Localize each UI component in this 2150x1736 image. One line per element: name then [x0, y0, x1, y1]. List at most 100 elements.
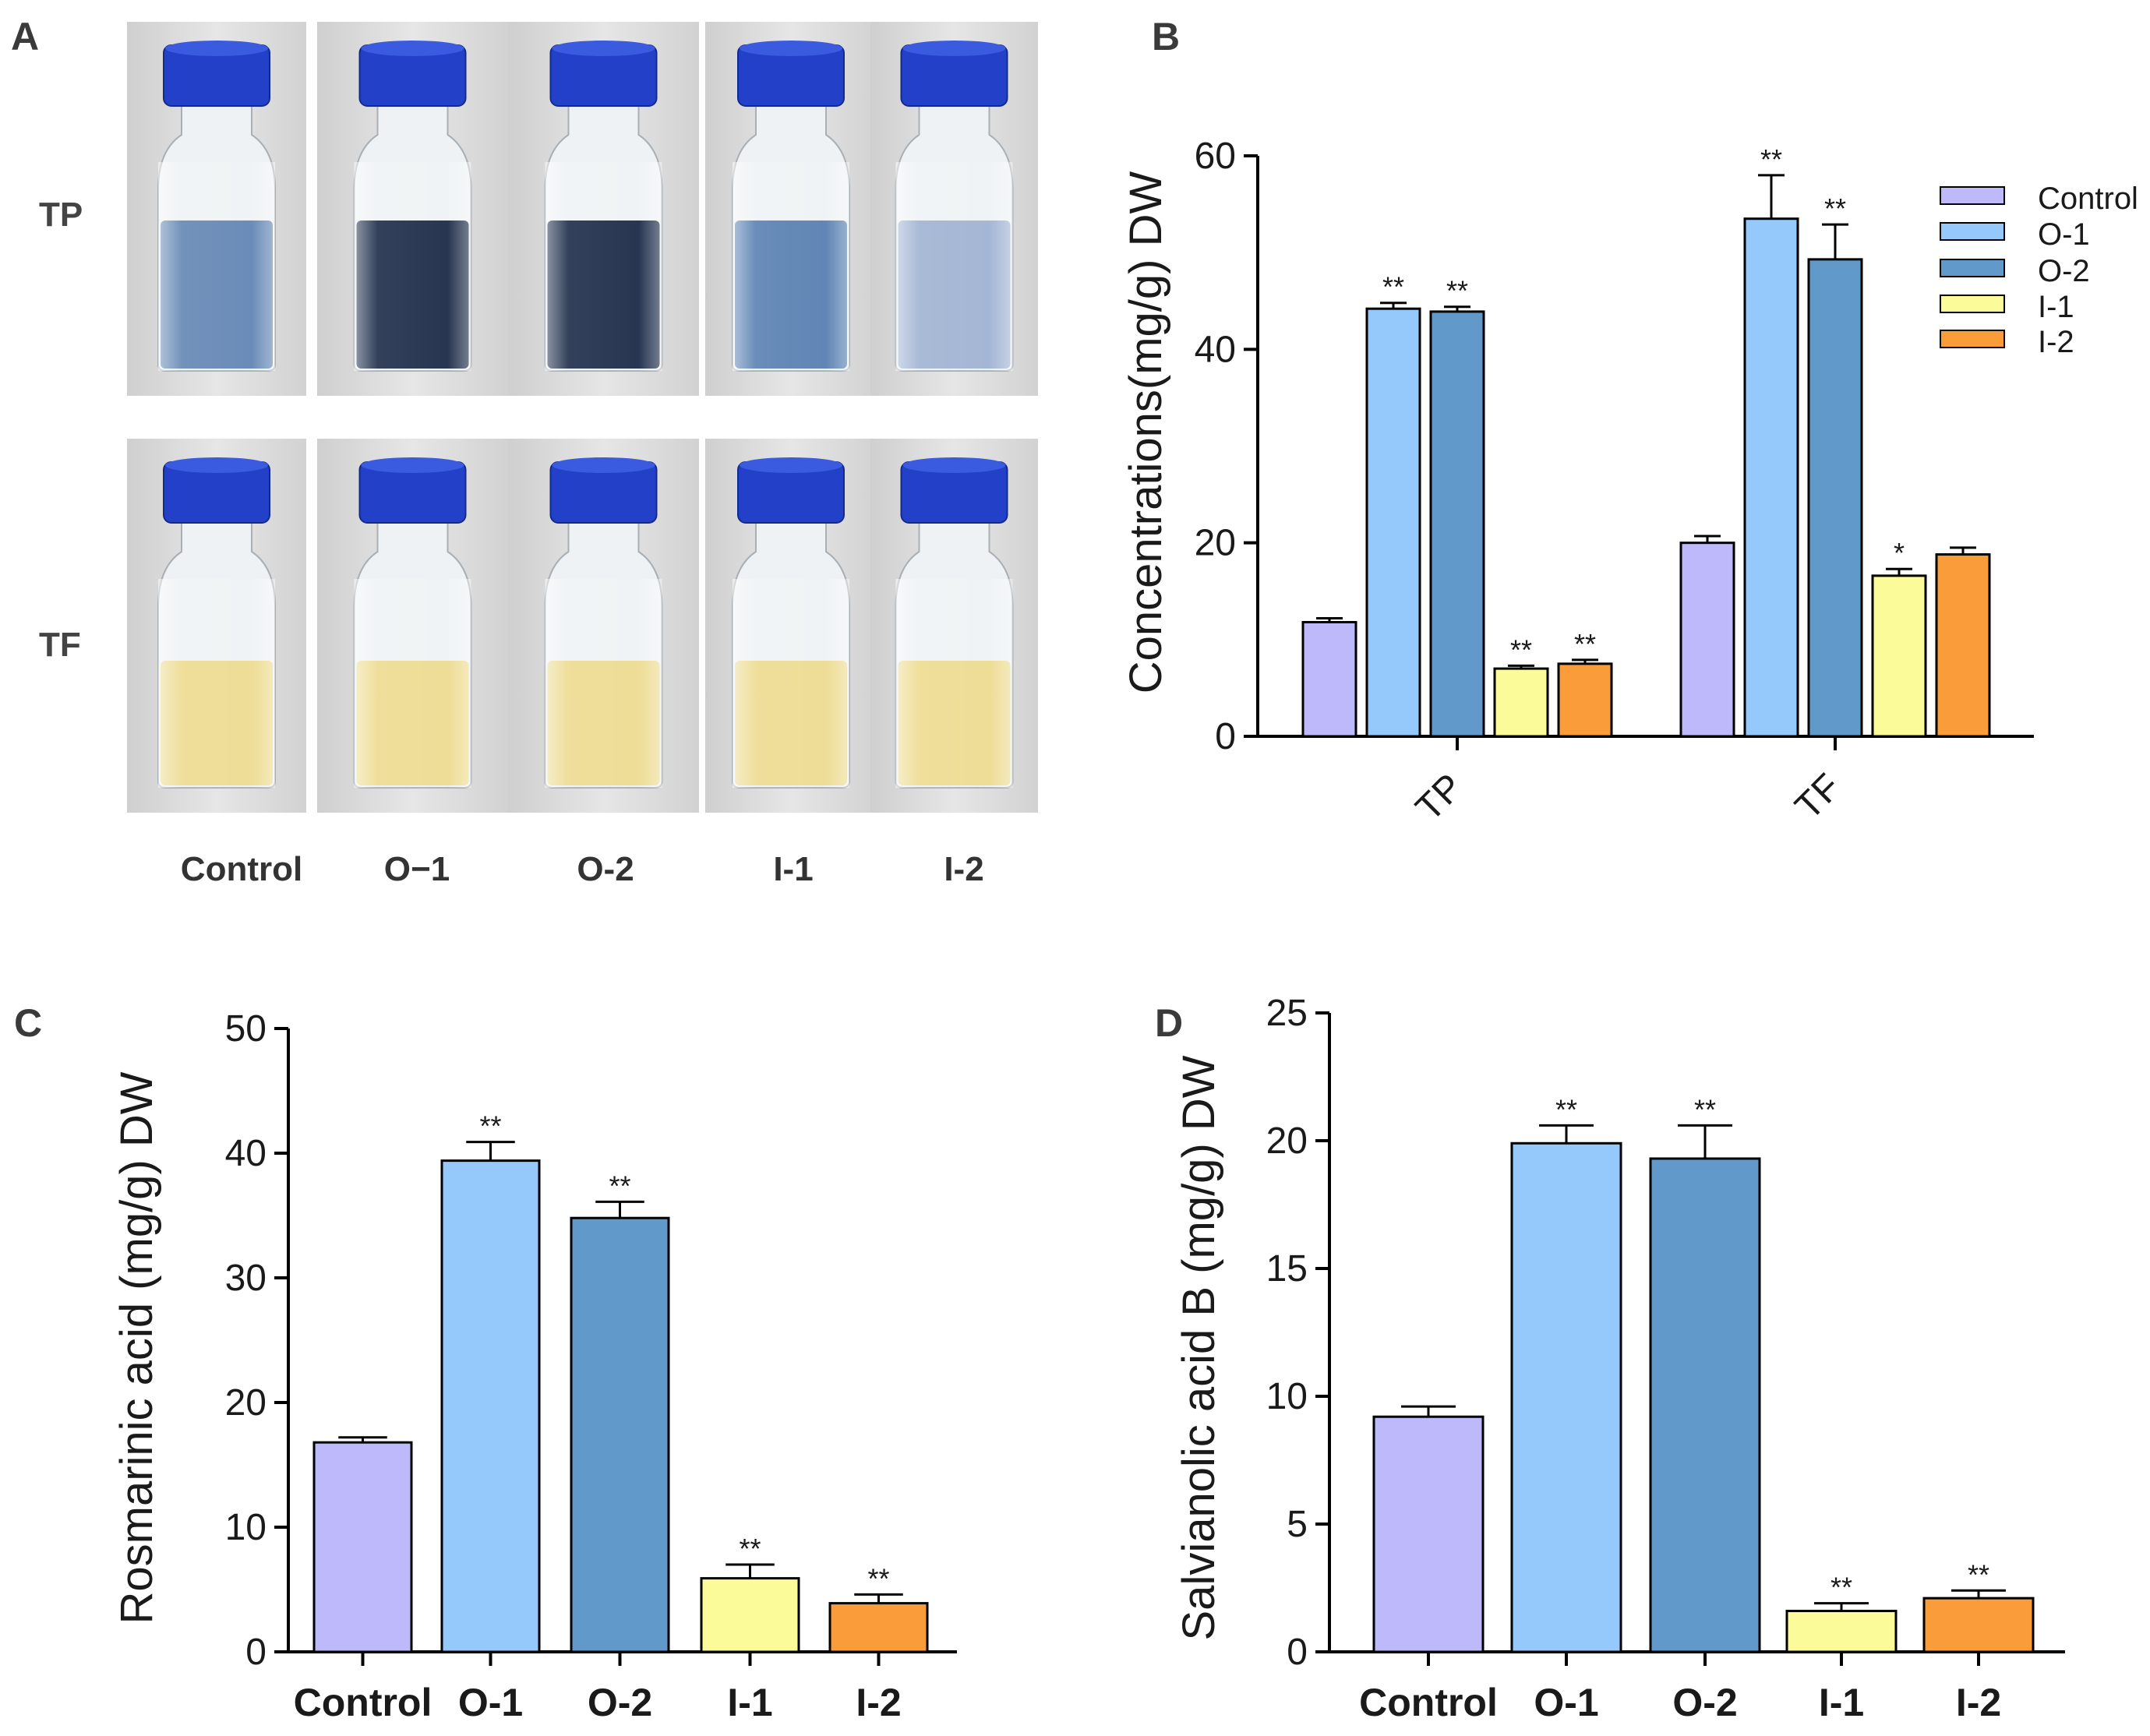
legend-label-i1: I-1: [2038, 290, 2074, 324]
chart-d-bar-i2: [1922, 1597, 2035, 1653]
chart-d-ytick-label-4: 20: [1266, 1120, 1308, 1162]
panel-label-c: C: [14, 1001, 42, 1045]
vial-cap-top-tp-2: [552, 41, 655, 56]
chart-c-bar-o2: [570, 1216, 670, 1653]
chart-c-ylabel: Rosmarinic acid (mg/g) DW: [111, 1071, 162, 1624]
chart-c-ytick-label-3: 30: [225, 1258, 267, 1299]
vial-shine-tf-0: [158, 579, 275, 788]
chart-c-xtick-label-i2: I-2: [856, 1681, 901, 1724]
chart-b-bar-tf-i1: [1871, 574, 1927, 738]
vial-shine-tp-1: [354, 162, 471, 371]
vial-shine-tf-3: [733, 579, 849, 788]
chart-c-ytick-label-2: 20: [225, 1382, 267, 1424]
photo-label-i1: I-1: [773, 850, 813, 888]
photo-label-o2: O-2: [577, 850, 634, 888]
chart-c-xtick-label-o2: O-2: [588, 1681, 652, 1724]
vial-cap-top-tp-3: [740, 41, 842, 56]
chart-d-xtick-label-control: Control: [1359, 1681, 1498, 1724]
chart-c-sig-o2: **: [609, 1170, 630, 1201]
chart-b-sig-tp-i2: **: [1574, 628, 1596, 660]
chart-d-sig-i1: **: [1831, 1572, 1852, 1604]
chart-b-xtick-label-tf: TF: [1788, 766, 1849, 827]
chart-c-sig-i2: **: [867, 1562, 889, 1594]
chart-c-sig-o1: **: [479, 1110, 501, 1142]
chart-d-ytick-label-1: 5: [1287, 1504, 1308, 1545]
row-label-tp: TP: [39, 196, 83, 234]
legend-swatch-o1: [1940, 222, 2005, 241]
chart-b-ytick-label-1: 20: [1195, 523, 1236, 564]
chart-b-ylabel: Concentrations(mg/g) DW: [1121, 171, 1171, 694]
chart-b-ytick-label-3: 60: [1195, 136, 1236, 177]
vial-shine-tf-1: [354, 579, 471, 788]
legend-label-o1: O-1: [2038, 217, 2090, 252]
chart-c-sig-i1: **: [739, 1533, 761, 1565]
chart-c-bar-i1: [700, 1577, 800, 1653]
chart-d-bar-o1: [1510, 1141, 1622, 1653]
chart-b-sig-tf-i1: *: [1894, 537, 1905, 569]
vial-cap-top-tp-4: [902, 41, 1006, 56]
vial-cap-top-tf-3: [740, 457, 842, 473]
chart-c-ytick-label-1: 10: [225, 1507, 267, 1548]
vial-cap-top-tf-2: [552, 457, 655, 473]
vial-cap-top-tf-1: [361, 457, 464, 473]
chart-d-sig-i2: **: [1968, 1558, 1989, 1590]
vial-cap-top-tp-0: [165, 41, 268, 56]
chart-b-bar-tf-o1: [1743, 217, 1799, 738]
chart-b-sig-tp-o1: **: [1382, 271, 1404, 303]
legend-swatch-i2: [1940, 330, 2005, 348]
chart-b-sig-tp-o2: **: [1446, 275, 1468, 307]
chart-d-ytick-label-0: 0: [1287, 1632, 1308, 1673]
photo-label-o1: O−1: [384, 850, 450, 888]
legend-swatch-i1: [1940, 295, 2005, 313]
legend-swatch-control: [1940, 186, 2005, 205]
vial-shine-tf-4: [895, 579, 1013, 788]
vial-shine-tp-2: [545, 162, 662, 371]
vial-shine-tf-2: [545, 579, 662, 788]
chart-b-bar-tp-o2: [1429, 310, 1485, 738]
chart-d-sig-o1: **: [1555, 1093, 1577, 1125]
chart-b-legend: Control O-1 O-2 I-1 I-2: [1940, 182, 2138, 359]
row-label-tf: TF: [39, 626, 81, 664]
chart-c-ytick-label-0: 0: [245, 1632, 267, 1673]
chart-b-bar-tp-i1: [1493, 667, 1549, 738]
chart-d-ytick-label-2: 10: [1266, 1376, 1308, 1417]
panel-label-b: B: [1152, 15, 1180, 58]
chart-d-ytick-label-5: 25: [1266, 993, 1308, 1034]
chart-d-ytick-label-3: 15: [1266, 1248, 1308, 1290]
chart-b-bar-tp-control: [1301, 620, 1357, 738]
legend-label-i2: I-2: [2038, 325, 2074, 359]
vial-cap-top-tf-4: [902, 457, 1006, 473]
vial-shine-tp-0: [158, 162, 275, 371]
chart-c-ytick-label-4: 40: [225, 1133, 267, 1174]
chart-c-bar-control: [312, 1441, 413, 1653]
chart-d-bar-control: [1372, 1415, 1485, 1653]
panel-label-d: D: [1155, 1001, 1183, 1045]
chart-d-xtick-label-i2: I-2: [1956, 1681, 2001, 1724]
chart-b-ytick-label-0: 0: [1215, 716, 1236, 757]
chart-d-bar-i1: [1785, 1610, 1898, 1653]
chart-d-xtick-label-o2: O-2: [1672, 1681, 1737, 1724]
chart-c-xtick-label-o1: O-1: [458, 1681, 523, 1724]
vial-cap-top-tf-0: [165, 457, 268, 473]
legend-label-control: Control: [2038, 182, 2138, 216]
vial-shine-tp-4: [895, 162, 1013, 371]
chart-c-bar-i2: [828, 1602, 929, 1653]
panel-a-photos: TP TF Control O−1 O-2 I-1 I-2: [39, 22, 1038, 888]
chart-d-bar-o2: [1649, 1157, 1761, 1653]
chart-b-sig-tp-i1: **: [1510, 633, 1532, 665]
chart-b-sig-tf-o2: **: [1824, 192, 1846, 224]
chart-b-bar-tp-i2: [1557, 662, 1613, 738]
chart-b-ytick-label-2: 40: [1195, 329, 1236, 370]
chart-b-bar-tf-o2: [1807, 258, 1863, 738]
vial-shine-tp-3: [733, 162, 849, 371]
chart-b-xtick-label-tp: TP: [1408, 766, 1471, 829]
chart-d-sig-o2: **: [1694, 1093, 1716, 1125]
photo-label-control: Control: [181, 850, 302, 888]
chart-c-bar-o1: [440, 1159, 541, 1653]
chart-b-bar-tf-i2: [1935, 553, 1991, 738]
chart-d-ylabel: Salvianolic acid B (mg/g) DW: [1174, 1055, 1224, 1640]
chart-d-xtick-label-o1: O-1: [1534, 1681, 1598, 1724]
legend-swatch-o2: [1940, 259, 2005, 277]
chart-c-ytick-label-5: 50: [225, 1008, 267, 1050]
